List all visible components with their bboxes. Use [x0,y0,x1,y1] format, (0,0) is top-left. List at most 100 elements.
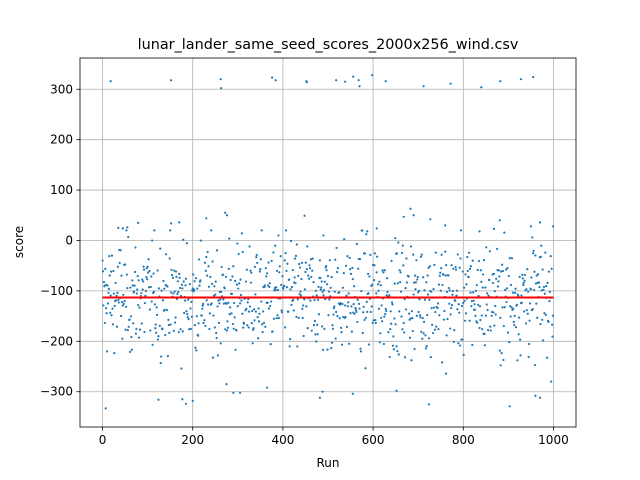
data-point [321,390,324,393]
data-point [335,246,338,250]
data-point [458,266,461,269]
data-point [363,318,366,321]
data-point [472,291,475,294]
data-point [108,274,111,277]
data-point [229,306,232,309]
data-point [253,319,256,322]
data-point [224,328,227,331]
data-point [199,239,202,242]
data-point [149,329,152,332]
data-point [529,288,533,291]
data-point [150,300,153,303]
data-point [307,274,310,277]
data-point [219,78,222,81]
data-point [421,316,424,320]
data-point [535,302,538,305]
data-point [526,268,529,271]
data-point [251,342,254,345]
data-point [413,274,417,277]
data-point [381,269,384,272]
data-point [191,399,194,402]
data-point [172,292,175,295]
data-point [173,290,176,293]
data-point [399,281,402,284]
data-point [478,305,482,308]
data-point [515,303,519,306]
data-point [261,323,264,326]
data-point [539,255,542,258]
data-point [146,271,150,274]
data-point [137,336,141,339]
data-point [175,275,178,278]
data-point [318,259,321,262]
data-point [445,334,448,337]
data-point [405,257,408,260]
data-point [480,280,483,283]
data-point [382,271,385,274]
data-point [475,284,478,287]
data-point [502,358,505,362]
data-point [105,350,109,353]
data-point [326,275,330,278]
data-point [547,270,551,273]
y-tick-label: 200 [50,133,73,147]
data-point [488,278,491,281]
data-point [233,301,236,305]
data-point [534,254,537,257]
data-point [132,322,135,325]
data-point [474,289,477,292]
data-point [294,254,298,258]
data-point [358,257,362,261]
data-point [124,328,127,331]
data-point [323,280,326,283]
y-tick-label: 0 [65,233,73,247]
data-point [316,298,320,301]
data-point [254,310,257,313]
data-point [287,310,290,313]
data-point [235,329,238,332]
data-point [365,300,368,303]
data-point [113,352,116,355]
data-point [197,258,201,261]
data-point [143,301,147,305]
data-point [480,314,483,317]
data-point [360,289,363,293]
data-point [140,292,143,295]
data-point [201,304,204,307]
data-point [302,334,305,338]
data-point [424,334,427,337]
data-point [239,293,243,297]
data-point [114,281,117,285]
data-point [267,261,270,264]
data-point [344,80,347,83]
data-point [126,328,129,332]
data-point [433,328,436,331]
data-point [374,321,377,325]
data-point [447,286,450,290]
data-point [186,316,189,319]
data-point [339,326,343,329]
data-point [278,265,281,268]
data-point [390,301,394,304]
data-point [298,262,301,266]
data-point [409,207,412,210]
data-point [320,286,323,289]
data-point [283,259,286,262]
data-point [167,318,170,321]
data-point [274,288,277,292]
data-point [423,298,427,301]
data-point [520,294,523,297]
data-point [159,247,162,250]
data-point [123,299,126,303]
data-point [249,269,252,272]
data-point [395,389,398,392]
data-point [528,319,531,322]
data-point [455,289,459,292]
data-point [426,313,429,317]
data-point [422,85,425,88]
data-point [321,290,324,294]
data-point [164,334,167,337]
data-point [274,79,277,82]
data-point [450,264,453,267]
data-point [445,264,448,267]
